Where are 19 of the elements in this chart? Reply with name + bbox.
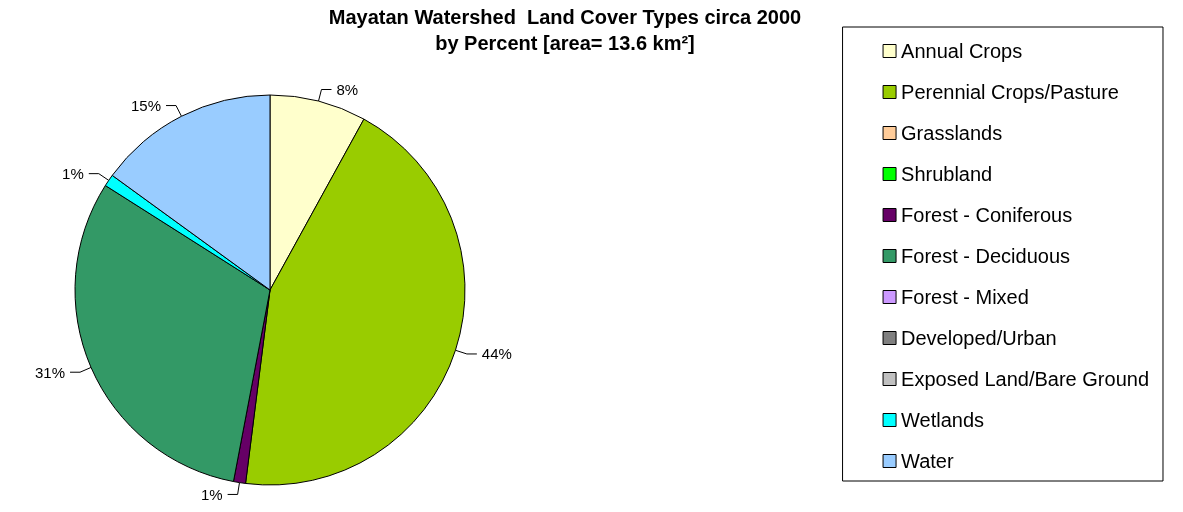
data-label: 1% [200, 485, 223, 503]
chart-subtitle: by Percent [area= 13.6 km²] [435, 32, 695, 54]
data-label: 31% [34, 363, 66, 381]
legend-label: Perennial Crops/Pasture [901, 81, 1119, 103]
data-label: 8% [336, 81, 359, 98]
legend-label: Forest - Mixed [901, 286, 1029, 308]
data-label: 44% [481, 345, 512, 363]
legend-label: Grasslands [901, 122, 1003, 144]
legend-label: Water [901, 450, 954, 472]
legend-label: Exposed Land/Bare Ground [901, 368, 1149, 390]
legend-label: Developed/Urban [901, 327, 1057, 349]
legend-label: Wetlands [901, 409, 985, 431]
data-label: 1% [62, 165, 84, 183]
legend-label: Shrubland [901, 163, 993, 185]
legend-label: Forest - Deciduous [901, 245, 1071, 267]
legend-label: Forest - Coniferous [901, 204, 1073, 226]
chart-title: Mayatan Watershed Land Cover Types circa 2000 [328, 6, 802, 28]
legend-label: Annual Crops [901, 40, 1023, 62]
data-label: 15% [130, 97, 162, 115]
